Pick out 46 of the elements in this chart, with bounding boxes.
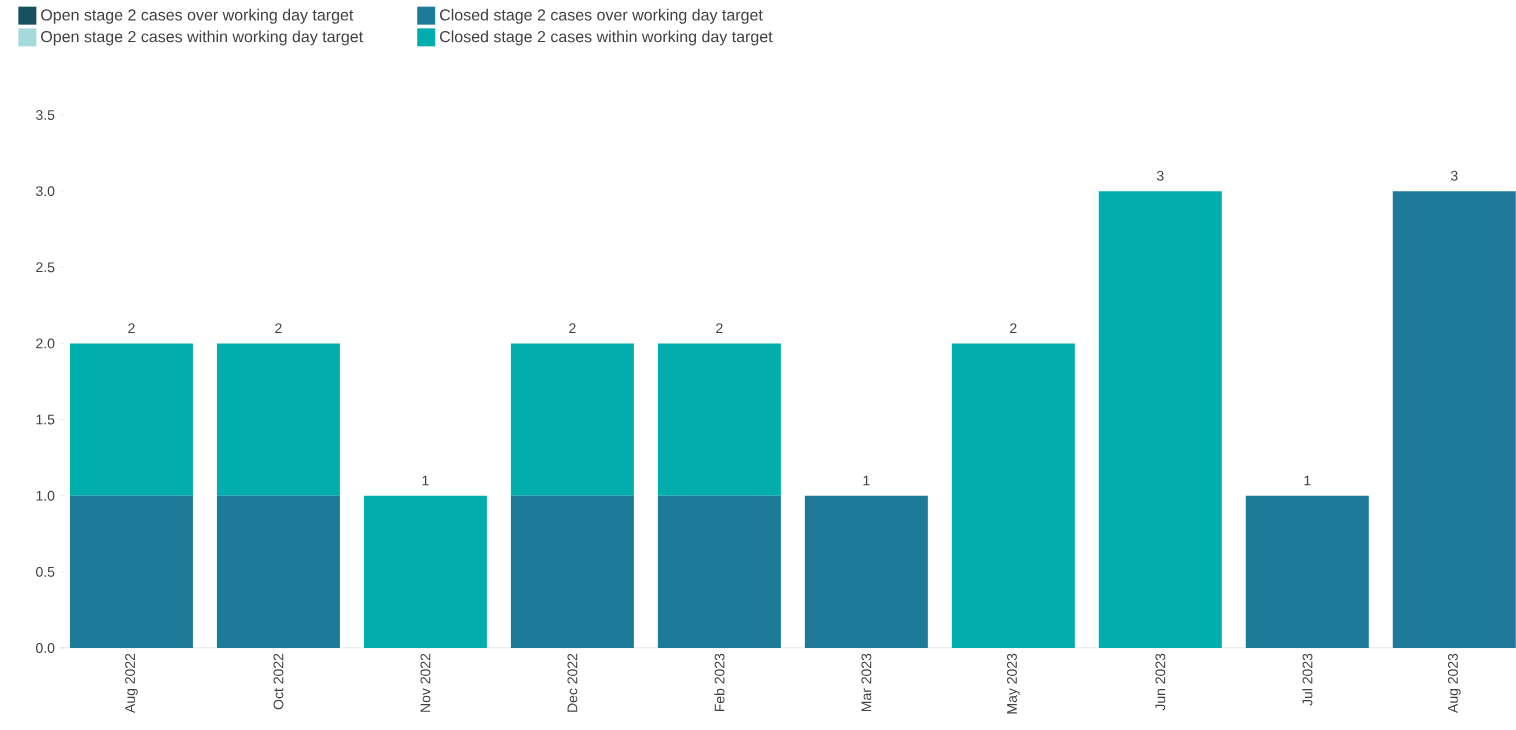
bar (1245, 495, 1369, 648)
y-tick-label: 2.5 (36, 262, 55, 273)
total-label: 2 (275, 323, 282, 334)
y-tick-label: 1.5 (36, 414, 55, 425)
x-tick-label: Dec 2022 (567, 653, 578, 712)
legend-label: Open stage 2 cases over working day target (41, 8, 354, 24)
total-label: 1 (1304, 475, 1311, 486)
y-tick-label: 0.5 (36, 566, 55, 577)
legend-label: Open stage 2 cases within working day target (41, 30, 364, 46)
y-tick-label: 2.0 (36, 338, 55, 349)
bar (510, 343, 634, 496)
bar (1392, 191, 1516, 648)
x-tick-label: Nov 2022 (420, 653, 431, 712)
x-tick-label: Feb 2023 (714, 653, 725, 712)
total-label: 1 (422, 475, 429, 486)
x-tick-label: Oct 2022 (273, 653, 284, 710)
bar (657, 343, 781, 496)
total-label: 3 (1450, 170, 1458, 181)
y-tick-label: 3.5 (36, 110, 55, 120)
bar (216, 343, 340, 496)
bar (216, 495, 340, 648)
x-tick-label: Aug 2023 (1447, 653, 1461, 713)
total-label: 2 (128, 323, 135, 334)
total-label: 3 (1156, 170, 1164, 181)
y-tick-label: 0.0 (36, 643, 55, 653)
y-tick-label: 3.0 (36, 186, 55, 197)
bar (510, 495, 634, 648)
total-label: 1 (863, 475, 870, 486)
y-tick-label: 1.0 (36, 490, 55, 501)
bar (363, 495, 487, 648)
x-tick-label: Jul 2023 (1302, 653, 1313, 706)
total-label: 2 (1010, 323, 1017, 334)
x-tick-label: May 2023 (1007, 653, 1020, 714)
bar (1098, 191, 1222, 648)
bar (69, 343, 193, 496)
x-tick-label: Jun 2023 (1155, 653, 1166, 711)
x-tick-label: Aug 2022 (125, 653, 138, 713)
x-tick-label: Mar 2023 (861, 653, 872, 712)
bar (804, 495, 928, 648)
bar (657, 495, 781, 648)
bar (951, 343, 1075, 648)
total-label: 2 (716, 323, 723, 334)
total-label: 2 (569, 323, 576, 334)
bar (69, 495, 193, 648)
legend-label: Closed stage 2 cases within working day target (440, 30, 773, 46)
legend-label: Closed stage 2 cases over working day target (440, 8, 763, 24)
